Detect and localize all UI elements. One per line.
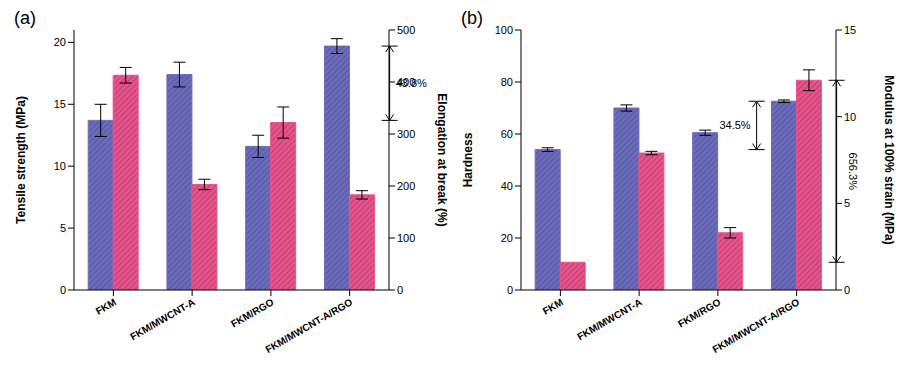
svg-text:0: 0 xyxy=(844,284,850,296)
svg-text:FKM: FKM xyxy=(94,296,118,316)
svg-text:80: 80 xyxy=(501,76,513,88)
svg-text:100: 100 xyxy=(495,24,513,36)
svg-text:FKM/MWCNT-A: FKM/MWCNT-A xyxy=(575,296,644,342)
svg-text:FKM/RGO: FKM/RGO xyxy=(229,296,276,329)
svg-text:40: 40 xyxy=(501,180,513,192)
svg-text:FKM/MWCNT-A/RGO: FKM/MWCNT-A/RGO xyxy=(711,296,802,355)
svg-text:5: 5 xyxy=(60,222,66,234)
svg-text:FKM/MWCNT-A/RGO: FKM/MWCNT-A/RGO xyxy=(264,296,355,355)
svg-text:Hardness: Hardness xyxy=(461,132,475,187)
svg-text:FKM/RGO: FKM/RGO xyxy=(676,296,723,329)
svg-text:FKM/MWCNT-A: FKM/MWCNT-A xyxy=(128,296,197,342)
html-text:(a): (a) xyxy=(14,8,36,28)
svg-text:Modulus at 100% strain (MPa): Modulus at 100% strain (MPa) xyxy=(882,75,896,244)
svg-text:0: 0 xyxy=(397,284,403,296)
svg-text:300: 300 xyxy=(397,128,415,140)
svg-text:20: 20 xyxy=(54,36,66,48)
svg-text:15: 15 xyxy=(54,98,66,110)
svg-text:15: 15 xyxy=(844,24,856,36)
svg-text:656.3%: 656.3% xyxy=(847,153,859,191)
svg-text:5: 5 xyxy=(844,197,850,209)
html-text:(b): (b) xyxy=(461,8,483,28)
svg-text:200: 200 xyxy=(397,180,415,192)
svg-text:400: 400 xyxy=(397,76,415,88)
svg-text:10: 10 xyxy=(844,111,856,123)
svg-text:500: 500 xyxy=(397,24,415,36)
svg-text:Elongation at break (%): Elongation at break (%) xyxy=(435,93,449,226)
svg-text:100: 100 xyxy=(397,232,415,244)
svg-text:FKM: FKM xyxy=(541,296,565,316)
svg-text:0: 0 xyxy=(60,284,66,296)
svg-text:10: 10 xyxy=(54,160,66,172)
svg-text:Tensile strength (MPa): Tensile strength (MPa) xyxy=(14,96,28,224)
svg-text:20: 20 xyxy=(501,232,513,244)
svg-text:34.5%: 34.5% xyxy=(719,119,750,131)
svg-text:0: 0 xyxy=(507,284,513,296)
svg-text:60: 60 xyxy=(501,128,513,140)
